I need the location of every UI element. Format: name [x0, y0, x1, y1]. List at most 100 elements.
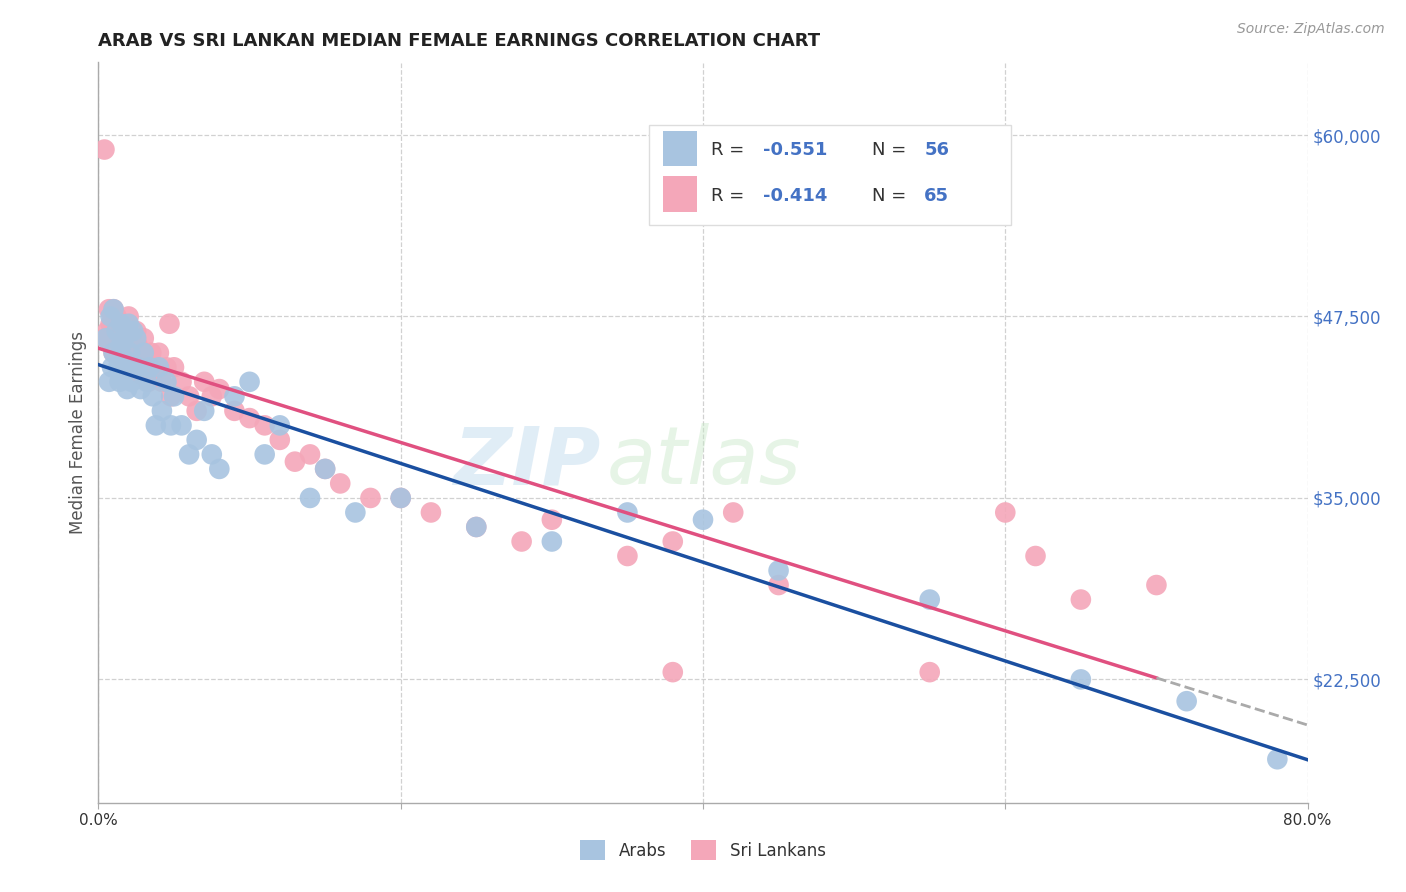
Legend: Arabs, Sri Lankans: Arabs, Sri Lankans	[572, 831, 834, 869]
Point	[692, 513, 714, 527]
Point	[1175, 694, 1198, 708]
Point	[420, 506, 443, 520]
Point	[170, 375, 193, 389]
Point	[160, 418, 183, 433]
Point	[253, 447, 276, 461]
Point	[148, 360, 170, 375]
Point	[120, 345, 142, 359]
Point	[510, 534, 533, 549]
Point	[142, 389, 165, 403]
Point	[129, 382, 152, 396]
Point	[155, 375, 177, 389]
Point	[269, 433, 291, 447]
Point	[94, 331, 117, 345]
Point	[661, 534, 683, 549]
Point	[107, 360, 129, 375]
Point	[125, 324, 148, 338]
Text: R =: R =	[711, 186, 751, 204]
Text: atlas: atlas	[606, 423, 801, 501]
Text: N =: N =	[872, 186, 912, 204]
Point	[163, 360, 186, 375]
Point	[114, 353, 136, 368]
Text: Source: ZipAtlas.com: Source: ZipAtlas.com	[1237, 22, 1385, 37]
Point	[616, 506, 638, 520]
Point	[299, 491, 322, 505]
Point	[224, 404, 246, 418]
Point	[110, 338, 132, 352]
Point	[110, 317, 132, 331]
Point	[239, 411, 262, 425]
FancyBboxPatch shape	[648, 126, 1011, 226]
Point	[314, 462, 336, 476]
Point	[170, 418, 193, 433]
FancyBboxPatch shape	[664, 130, 697, 166]
Point	[100, 310, 122, 324]
Point	[1267, 752, 1289, 766]
Point	[141, 345, 163, 359]
Point	[1070, 673, 1092, 687]
Point	[918, 592, 941, 607]
Point	[125, 331, 148, 345]
Point	[107, 331, 129, 345]
Point	[120, 331, 142, 345]
Point	[329, 476, 352, 491]
Point	[344, 506, 367, 520]
Point	[98, 302, 121, 317]
Point	[284, 455, 307, 469]
Point	[118, 310, 141, 324]
Point	[661, 665, 683, 680]
Point	[105, 310, 128, 324]
Text: 65: 65	[924, 186, 949, 204]
Point	[114, 324, 136, 338]
Point	[111, 353, 134, 368]
Y-axis label: Median Female Earnings: Median Female Earnings	[69, 331, 87, 534]
Point	[110, 317, 132, 331]
Point	[155, 360, 177, 375]
Point	[186, 433, 208, 447]
Point	[150, 404, 173, 418]
Point	[160, 389, 183, 403]
Text: ZIP: ZIP	[453, 423, 600, 501]
Point	[465, 520, 488, 534]
Point	[540, 513, 562, 527]
Point	[208, 382, 231, 396]
Point	[101, 360, 124, 375]
Text: 56: 56	[924, 141, 949, 159]
Point	[108, 375, 131, 389]
Point	[100, 317, 122, 331]
Text: R =: R =	[711, 141, 751, 159]
Point	[94, 331, 117, 345]
Point	[768, 578, 790, 592]
Point	[1024, 549, 1046, 563]
Point	[193, 375, 215, 389]
Point	[110, 331, 132, 345]
Point	[253, 418, 276, 433]
Point	[115, 382, 138, 396]
Point	[129, 368, 152, 382]
Text: N =: N =	[872, 141, 912, 159]
Point	[616, 549, 638, 563]
Text: -0.551: -0.551	[763, 141, 828, 159]
Point	[93, 143, 115, 157]
Point	[163, 389, 186, 403]
Point	[115, 345, 138, 359]
Point	[179, 389, 201, 403]
Point	[139, 360, 162, 375]
Point	[994, 506, 1017, 520]
Point	[768, 564, 790, 578]
FancyBboxPatch shape	[664, 177, 697, 212]
Point	[122, 324, 145, 338]
Point	[103, 345, 125, 359]
Point	[103, 302, 125, 317]
Point	[134, 353, 156, 368]
Point	[465, 520, 488, 534]
Point	[108, 345, 131, 359]
Point	[159, 317, 181, 331]
Point	[201, 447, 224, 461]
Point	[118, 317, 141, 331]
Point	[132, 331, 155, 345]
Point	[105, 324, 128, 338]
Point	[111, 368, 134, 382]
Point	[112, 331, 135, 345]
Point	[121, 345, 143, 359]
